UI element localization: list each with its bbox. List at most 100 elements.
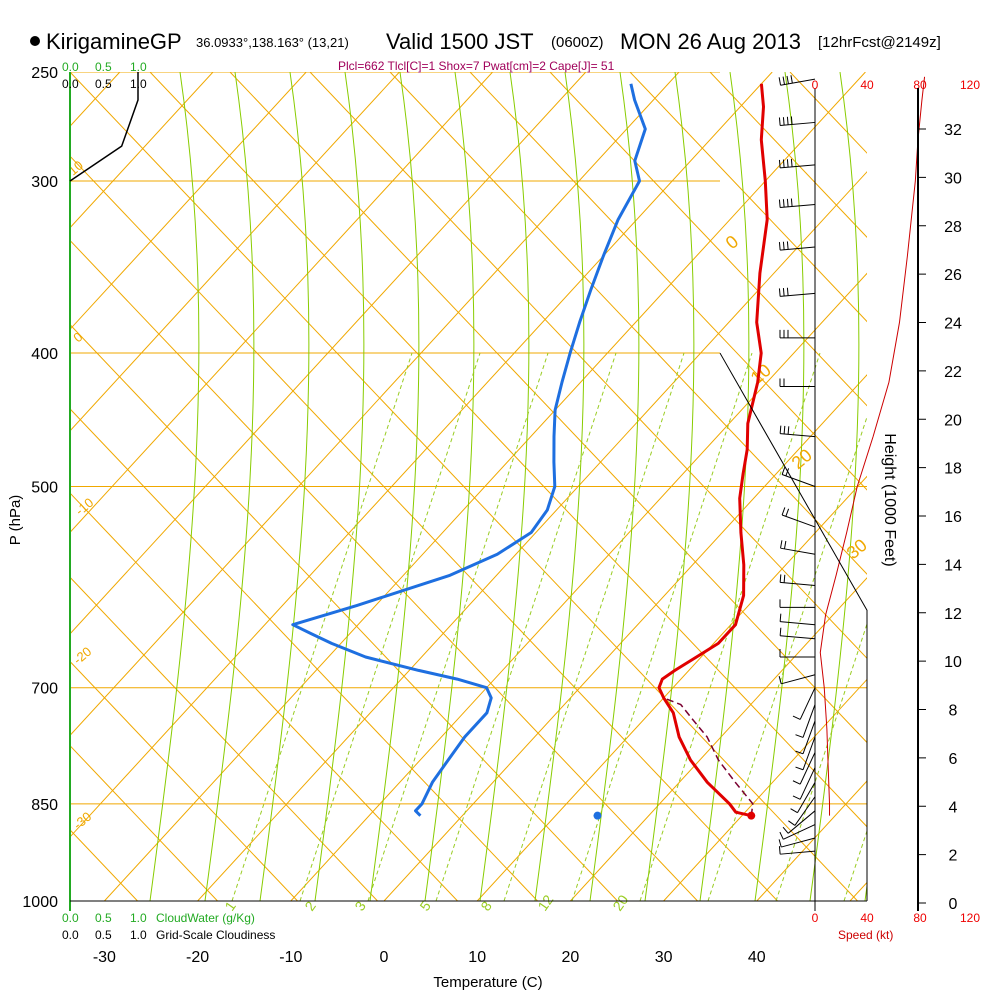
wind-barb-shaft — [783, 824, 816, 840]
y-tick-label: 400 — [31, 346, 58, 363]
height-tick-label: 12 — [944, 606, 962, 623]
wind-barb — [778, 75, 816, 86]
x-tick-label: 10 — [468, 949, 486, 966]
wind-barb-flag — [786, 198, 789, 207]
wind-barb-flag — [788, 820, 796, 826]
moist-adiabat-line — [149, 72, 200, 901]
wind-barb-flag — [790, 158, 793, 167]
wind-barb-flag — [778, 288, 781, 297]
wind-barb-flag — [779, 574, 782, 583]
wind-barb — [779, 824, 816, 840]
dry-adiabat-line — [70, 323, 618, 901]
isotherm-line — [70, 72, 214, 229]
wind-barb-flag — [781, 466, 786, 475]
wind-barb-shaft — [799, 767, 816, 800]
wind-barb-shaft — [787, 810, 816, 834]
dry-adiabat-line — [709, 72, 867, 238]
y-tick-label: 300 — [31, 174, 58, 191]
wind-barb-shaft — [780, 581, 816, 586]
wind-barb-shaft — [780, 246, 816, 251]
adiabat-label: 0 — [722, 231, 743, 253]
wind-barb-shaft — [799, 687, 816, 720]
isotherm-line — [197, 171, 867, 901]
wind-barb-shaft — [780, 433, 816, 438]
dry-adiabat-line — [70, 239, 698, 901]
wind-barb — [781, 507, 816, 528]
wind-barb-flag — [795, 734, 804, 738]
wind-barb — [778, 241, 816, 251]
valid-utc: (0600Z) — [551, 34, 604, 51]
wind-barb-flag — [787, 426, 790, 435]
wind-barb-flag — [782, 241, 785, 250]
adiabat-label: -10 — [72, 495, 96, 519]
isotherm-line — [70, 72, 587, 635]
wind-barb — [790, 782, 816, 814]
dry-adiabat-line — [629, 72, 867, 323]
cloudiness-line — [69, 72, 139, 182]
wind-barb-shaft — [802, 736, 816, 770]
wind-barb-flag — [785, 508, 790, 517]
speed-axis-title: Speed (kt) — [838, 928, 893, 942]
speed-tick-top: 120 — [960, 78, 980, 92]
parcel-line — [663, 697, 754, 816]
cloud-bottom-green-tick: 0.5 — [95, 911, 112, 925]
cloud-top-black-tick: 0.0 — [62, 77, 79, 91]
wind-barb-shaft — [780, 164, 816, 169]
wind-barb-flag — [782, 159, 785, 168]
moist-adiabat-line — [644, 72, 695, 901]
moist-adiabat-line — [809, 72, 860, 901]
dry-adiabat-line — [70, 72, 858, 901]
dry-adiabat-line — [549, 72, 867, 407]
valid-date: MON 26 Aug 2013 — [620, 29, 801, 54]
wind-barb-flag — [778, 675, 782, 684]
wind-barb-shaft — [802, 704, 816, 738]
wind-barb-flag — [782, 117, 785, 126]
grid-clip — [70, 72, 1000, 901]
wind-barb-flag — [786, 75, 789, 84]
wind-speed-line — [819, 76, 926, 816]
y-tick-label: 1000 — [22, 894, 58, 911]
cloud-bottom-black-tick: 0.5 — [95, 928, 112, 942]
wind-barb — [778, 198, 816, 209]
dry-adiabat-line — [389, 72, 867, 575]
isotherm-line — [663, 678, 867, 901]
x-tick-label: 40 — [748, 949, 766, 966]
y-axis-title: P (hPa) — [7, 495, 24, 546]
x-tick-label: -10 — [279, 949, 302, 966]
isotherm-line — [70, 72, 307, 331]
cloud-top-black-tick: 1.0 — [130, 77, 147, 91]
height-tick-label: 16 — [944, 509, 962, 526]
speed-tick-top: 40 — [860, 78, 874, 92]
wind-barb-shaft — [781, 474, 816, 487]
adiabat-label: 20 — [788, 445, 816, 473]
mixing-ratio-line — [775, 622, 867, 901]
height-tick-label: 32 — [944, 122, 962, 139]
dry-adiabat-line — [149, 72, 867, 828]
wind-barb-flag — [782, 76, 785, 85]
wind-barb-shaft — [781, 837, 816, 848]
dry-adiabat-line — [70, 408, 538, 901]
height-tick-label: 28 — [944, 219, 962, 236]
speed-tick-bottom: 120 — [960, 911, 980, 925]
height-tick-label: 20 — [944, 412, 962, 429]
speed-tick-bottom: 0 — [812, 911, 819, 925]
station-name: KirigamineGP — [46, 29, 182, 54]
x-tick-label: 30 — [655, 949, 673, 966]
mixing-ratio-line — [367, 352, 549, 901]
wind-barb-shaft — [781, 514, 816, 528]
isotherm-line — [943, 72, 1000, 901]
adiabat-label: -20 — [70, 644, 94, 668]
wind-barb-flag — [786, 159, 789, 168]
cloud-panel: 0.0 0.5 1.0 0.0 0.5 1.0 0.0 0.5 1.0 0.0 0.5 1.0 — [62, 60, 147, 942]
wind-barb-flag — [792, 780, 801, 785]
isotherm-line — [570, 577, 867, 901]
dry-adiabat-line — [70, 155, 778, 901]
x-tick-label: 20 — [562, 949, 580, 966]
x-axis-title: Temperature (C) — [433, 974, 542, 991]
wind-barb-shaft — [780, 292, 816, 297]
height-tick-label: 30 — [944, 170, 962, 187]
wind-barb-flag — [786, 241, 789, 250]
moist-adiabat-line — [754, 72, 805, 901]
wind-barb-shaft — [794, 796, 816, 826]
